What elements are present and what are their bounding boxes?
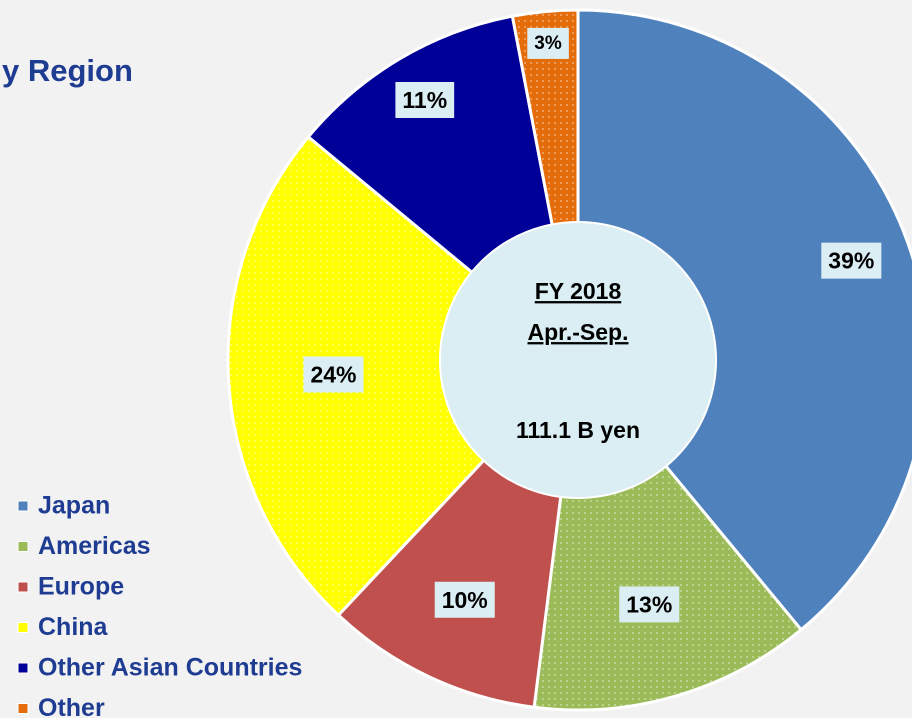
center-annotation: Apr.-Sep. bbox=[528, 319, 629, 345]
legend-label: Japan bbox=[38, 492, 110, 520]
legend-swatch bbox=[17, 541, 29, 552]
data-label: 39% bbox=[828, 248, 874, 274]
legend-label: Other Asian Countries bbox=[38, 654, 302, 682]
legend-swatch bbox=[17, 622, 29, 633]
slice-texture bbox=[227, 136, 578, 616]
data-label-box bbox=[395, 81, 455, 118]
data-label-group: 11% bbox=[395, 81, 455, 118]
legend-swatch bbox=[17, 662, 29, 674]
data-label-group: 3% bbox=[527, 27, 569, 59]
data-label: 3% bbox=[534, 33, 562, 54]
center-annotation: 111.1 B yen bbox=[516, 417, 640, 443]
legend-swatch bbox=[17, 581, 29, 593]
data-label-box bbox=[527, 27, 569, 59]
data-label: 11% bbox=[402, 87, 447, 113]
data-label-box bbox=[821, 242, 882, 279]
legend-label: Americas bbox=[38, 532, 151, 560]
chart-title: y Region bbox=[2, 53, 133, 88]
data-label-group: 24% bbox=[303, 356, 364, 393]
data-label-box bbox=[619, 586, 680, 623]
legend: Japan Americas Europe China Other Asian Coun… bbox=[17, 492, 302, 718]
pie-slice bbox=[576, 8, 912, 632]
pie: FY 2018 Apr.-Sep. 111.1 B yen bbox=[226, 8, 912, 712]
legend-label: Europe bbox=[38, 573, 124, 601]
center-annotation: FY 2018 bbox=[535, 278, 622, 304]
legend-swatch bbox=[17, 703, 29, 714]
data-label: 13% bbox=[626, 591, 672, 617]
data-label-group: 39% bbox=[821, 242, 882, 279]
data-labels: 39% 13% 10% 24% 11% 3% bbox=[303, 27, 882, 623]
data-label-box bbox=[434, 581, 495, 618]
legend-label: Other bbox=[38, 694, 105, 718]
legend-label: China bbox=[38, 613, 109, 641]
center-circle bbox=[439, 221, 717, 499]
data-label-box bbox=[303, 356, 364, 393]
legend-swatch bbox=[17, 500, 29, 512]
data-label-group: 10% bbox=[434, 581, 495, 618]
data-label-group: 13% bbox=[619, 586, 680, 623]
data-label: 24% bbox=[310, 361, 356, 387]
data-label: 10% bbox=[442, 587, 488, 613]
